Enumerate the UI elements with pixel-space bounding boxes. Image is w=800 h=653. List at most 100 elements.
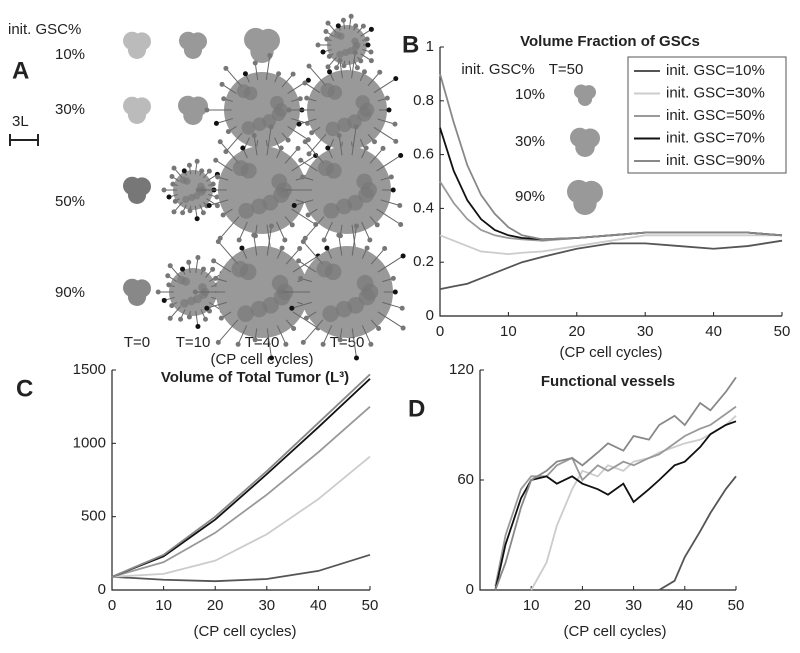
tumor-part [241,121,256,135]
inset-time: T=50 [549,61,584,78]
tumor-part [291,208,316,225]
tumor-image [567,179,603,215]
tumor-part [358,186,375,203]
tumor-part [352,43,360,51]
tumor-part [271,274,289,292]
x-tick-label: 10 [500,323,517,340]
tumor-part [334,65,340,71]
tumor-part [219,81,225,87]
tumor-part [186,162,192,168]
tumor-part [358,58,364,64]
tumor-part [220,212,226,218]
x-axis-label: (CP cell cycles) [193,623,296,640]
data-line [494,376,737,591]
tumor-part [323,221,333,241]
tumor-part [294,199,314,206]
tumor-part [283,341,289,347]
tumor-part [336,232,342,238]
legend-label: init. GSC=90% [666,152,765,169]
tumor-part [297,96,303,102]
x-tick-label: 20 [207,597,224,614]
tumor-part [324,263,342,281]
tumor-part [240,162,257,179]
tumor-part [238,202,255,219]
panel-letter: A [12,57,29,84]
y-tick-label: 0 [426,307,434,324]
tumor-part [276,221,286,241]
tumor-part [180,210,186,216]
tumor-part [295,145,301,151]
tumor-part [216,118,233,124]
tumor-part [165,273,171,279]
tumor-part [291,155,316,172]
tumor-part [368,58,374,64]
tumor-part [281,73,294,88]
panel-letter: C [16,375,33,402]
tumor-part [211,258,217,264]
tumor-part [320,341,326,347]
tumor-part [266,225,272,256]
tumor-part [365,42,371,48]
tumor-part [324,245,330,251]
tumor-part [195,255,201,261]
tumor-part [324,36,330,42]
tumor-part [341,63,347,69]
tumor-part [298,118,317,125]
tumor-part [210,181,216,187]
tumor-part [326,53,332,59]
x-tick-label: 20 [574,597,591,614]
data-line [530,415,737,591]
tumor-part [348,13,354,19]
tumor-part [271,173,288,190]
tumor-part [351,126,357,156]
tumor-part [306,151,312,157]
tumor-part [300,159,318,172]
data-line [111,553,371,583]
tumor-part [327,85,343,100]
tumor-part [217,319,239,343]
tumor-part [337,337,343,343]
tumor-part [291,301,312,309]
tumor-part [266,126,272,156]
tumor-part [213,157,219,163]
tumor-part [300,239,306,245]
tumor-part [302,139,308,145]
panel-a-header: init. GSC% [8,21,81,38]
tumor-part [354,65,360,71]
tumor-part [355,95,370,110]
tumor-part [376,208,401,225]
tumor-part [353,23,359,29]
tumor-part [374,222,380,228]
tumor-part [305,212,311,218]
tumor-part [323,28,329,34]
y-tick-label: 500 [81,508,106,525]
tumor-part [298,275,304,281]
tumor-part [368,26,374,32]
tumor-part [161,187,167,193]
tumor-part [187,208,193,214]
tumor-part [195,323,201,329]
tumor-part [302,319,324,343]
time-label: T=0 [124,334,150,351]
tumor-part [323,202,340,219]
tumor-part [380,145,386,151]
tumor-part [368,49,374,55]
tumor-part [178,316,184,322]
tumor-part [284,148,299,164]
tumor-part [282,237,288,243]
tumor-part [214,203,220,209]
tumor-image [123,278,151,306]
tumor-part [393,138,399,144]
tumor-image [570,127,600,157]
tumor-part [351,328,357,359]
tumor-part [219,141,240,164]
tumor-part [169,173,175,179]
tumor-image [315,13,374,77]
tumor-part [290,71,296,77]
tumor-part [352,50,358,56]
data-line [658,475,737,591]
tumor-part [172,198,178,204]
tumor-part [368,341,374,347]
tumor-part [376,326,382,332]
tumor-part [268,223,274,229]
